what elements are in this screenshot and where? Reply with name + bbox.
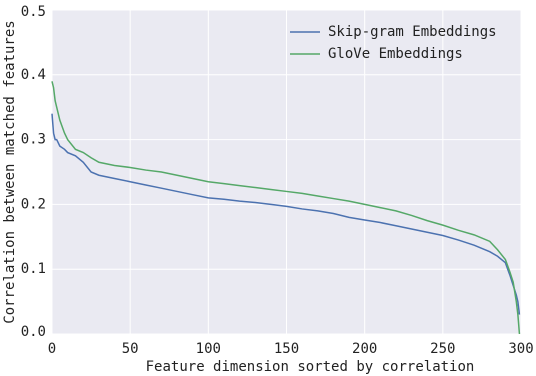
- x-tick-label: 200: [352, 341, 377, 357]
- y-tick-label: 0.5: [21, 4, 46, 20]
- legend-label: GloVe Embeddings: [328, 46, 463, 62]
- x-tick-label: 250: [430, 341, 455, 357]
- legend-label: Skip-gram Embeddings: [328, 24, 497, 40]
- series-line: [51, 81, 521, 335]
- x-tick-label: 150: [274, 341, 299, 357]
- x-tick-label: 0: [48, 341, 56, 357]
- y-tick-label: 0.2: [21, 196, 46, 212]
- y-axis-label: Correlation between matched features: [2, 20, 18, 323]
- y-tick-label: 0.3: [21, 132, 46, 148]
- x-axis-label: Feature dimension sorted by correlation: [146, 359, 475, 375]
- x-tick-label: 50: [122, 341, 139, 357]
- series-line: [51, 113, 521, 315]
- x-tick-label: 300: [508, 341, 533, 357]
- y-tick-label: 0.0: [21, 324, 46, 340]
- y-tick-label: 0.1: [21, 261, 46, 277]
- y-tick-label: 0.4: [21, 67, 46, 83]
- x-tick-label: 100: [196, 341, 221, 357]
